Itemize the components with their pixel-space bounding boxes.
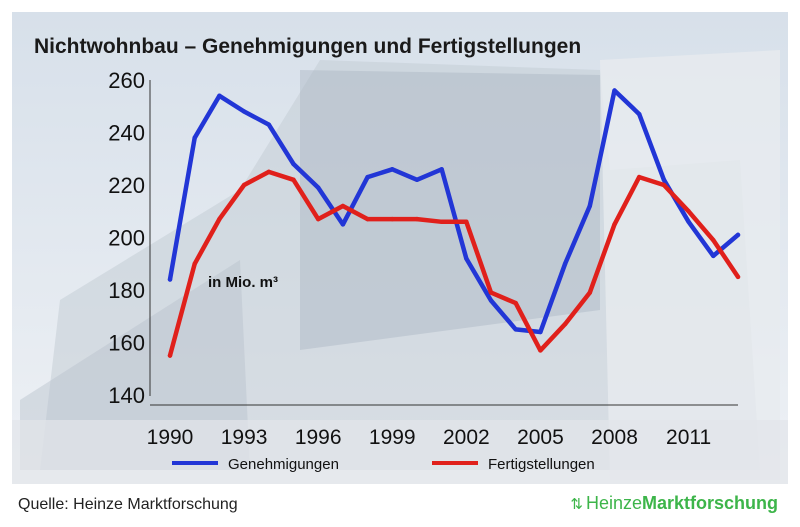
legend: Genehmigungen Fertigstellungen xyxy=(172,456,595,473)
data-point-genehmigungen xyxy=(735,232,741,238)
data-point-genehmigungen xyxy=(488,298,494,303)
x-tick-label: 1999 xyxy=(369,426,416,449)
data-point-fertigstellungen xyxy=(241,182,247,188)
data-point-fertigstellungen xyxy=(711,237,716,243)
y-tick-label: 180 xyxy=(108,278,145,303)
data-point-fertigstellungen xyxy=(612,222,617,227)
x-tick-label: 2002 xyxy=(443,426,490,449)
source-note: Quelle: Heinze Marktforschung xyxy=(18,496,238,513)
data-point-genehmigungen xyxy=(167,277,173,282)
data-point-fertigstellungen xyxy=(291,177,296,182)
data-point-genehmigungen xyxy=(315,185,321,190)
data-point-genehmigungen xyxy=(241,109,247,114)
data-point-genehmigungen xyxy=(266,122,271,127)
data-point-fertigstellungen xyxy=(464,219,469,224)
data-point-fertigstellungen xyxy=(538,348,543,353)
data-point-genehmigungen xyxy=(637,111,642,117)
data-point-genehmigungen xyxy=(291,161,296,167)
data-point-fertigstellungen xyxy=(488,290,494,295)
data-point-fertigstellungen xyxy=(217,216,222,222)
y-axis-ticks: 140 160 180 200 220 240 260 xyxy=(108,68,145,408)
brand-name-part1: Heinze xyxy=(585,493,642,513)
x-axis-ticks: 1990 1993 1996 1999 2002 2005 2008 2011 xyxy=(147,426,712,449)
y-tick-label: 160 xyxy=(108,331,145,356)
data-point-fertigstellungen xyxy=(340,203,346,209)
y-tick-label: 140 xyxy=(108,383,145,408)
data-point-genehmigungen xyxy=(464,256,469,261)
y-tick-label: 240 xyxy=(108,121,145,146)
data-point-fertigstellungen xyxy=(390,216,395,222)
data-point-genehmigungen xyxy=(587,203,593,209)
x-tick-label: 1990 xyxy=(147,426,194,449)
legend-label-genehmigungen: Genehmigungen xyxy=(228,456,339,473)
data-point-genehmigungen xyxy=(612,88,617,93)
data-point-genehmigungen xyxy=(661,177,667,182)
series-line-fertigstellungen xyxy=(167,169,741,358)
data-point-genehmigungen xyxy=(439,167,444,172)
data-point-fertigstellungen xyxy=(562,321,568,327)
chart-title: Nichtwohnbau – Genehmigungen und Fertigs… xyxy=(34,35,581,58)
data-point-genehmigungen xyxy=(414,177,420,182)
data-point-genehmigungen xyxy=(365,174,370,180)
data-point-genehmigungen xyxy=(562,261,568,266)
legend-label-fertigstellungen: Fertigstellungen xyxy=(488,456,595,473)
y-tick-label: 260 xyxy=(108,68,145,93)
data-point-fertigstellungen xyxy=(414,216,420,222)
data-point-fertigstellungen xyxy=(365,216,370,222)
x-tick-label: 2011 xyxy=(666,426,711,449)
data-point-genehmigungen xyxy=(711,253,716,259)
data-point-fertigstellungen xyxy=(686,209,691,214)
y-tick-label: 220 xyxy=(108,173,145,198)
unit-label: in Mio. m³ xyxy=(208,274,278,291)
data-point-genehmigungen xyxy=(340,222,346,227)
data-point-fertigstellungen xyxy=(637,174,642,180)
x-tick-label: 2005 xyxy=(517,426,564,449)
x-tick-label: 1996 xyxy=(295,426,342,449)
data-point-genehmigungen xyxy=(192,135,197,140)
series-layer xyxy=(167,88,741,358)
data-point-fertigstellungen xyxy=(661,182,667,188)
x-tick-label: 1993 xyxy=(221,426,268,449)
data-point-fertigstellungen xyxy=(266,169,271,175)
series-line-genehmigungen xyxy=(167,88,741,335)
data-point-fertigstellungen xyxy=(587,290,593,295)
brand-name-part2: Marktforschung xyxy=(641,493,778,513)
data-point-genehmigungen xyxy=(513,327,518,332)
data-point-fertigstellungen xyxy=(167,353,173,358)
data-point-fertigstellungen xyxy=(439,219,444,224)
heinze-logo: ⇅ HeinzeMarktforschung xyxy=(570,493,778,514)
y-tick-label: 200 xyxy=(108,226,145,251)
data-point-fertigstellungen xyxy=(315,216,321,222)
x-tick-label: 2008 xyxy=(591,426,638,449)
data-point-genehmigungen xyxy=(390,167,395,172)
data-point-fertigstellungen xyxy=(513,300,518,306)
data-point-genehmigungen xyxy=(686,219,691,224)
data-point-fertigstellungen xyxy=(192,261,197,266)
recycle-arrows-icon: ⇅ xyxy=(570,496,583,513)
data-point-fertigstellungen xyxy=(735,274,741,280)
data-point-genehmigungen xyxy=(538,329,543,335)
data-point-genehmigungen xyxy=(217,93,222,98)
